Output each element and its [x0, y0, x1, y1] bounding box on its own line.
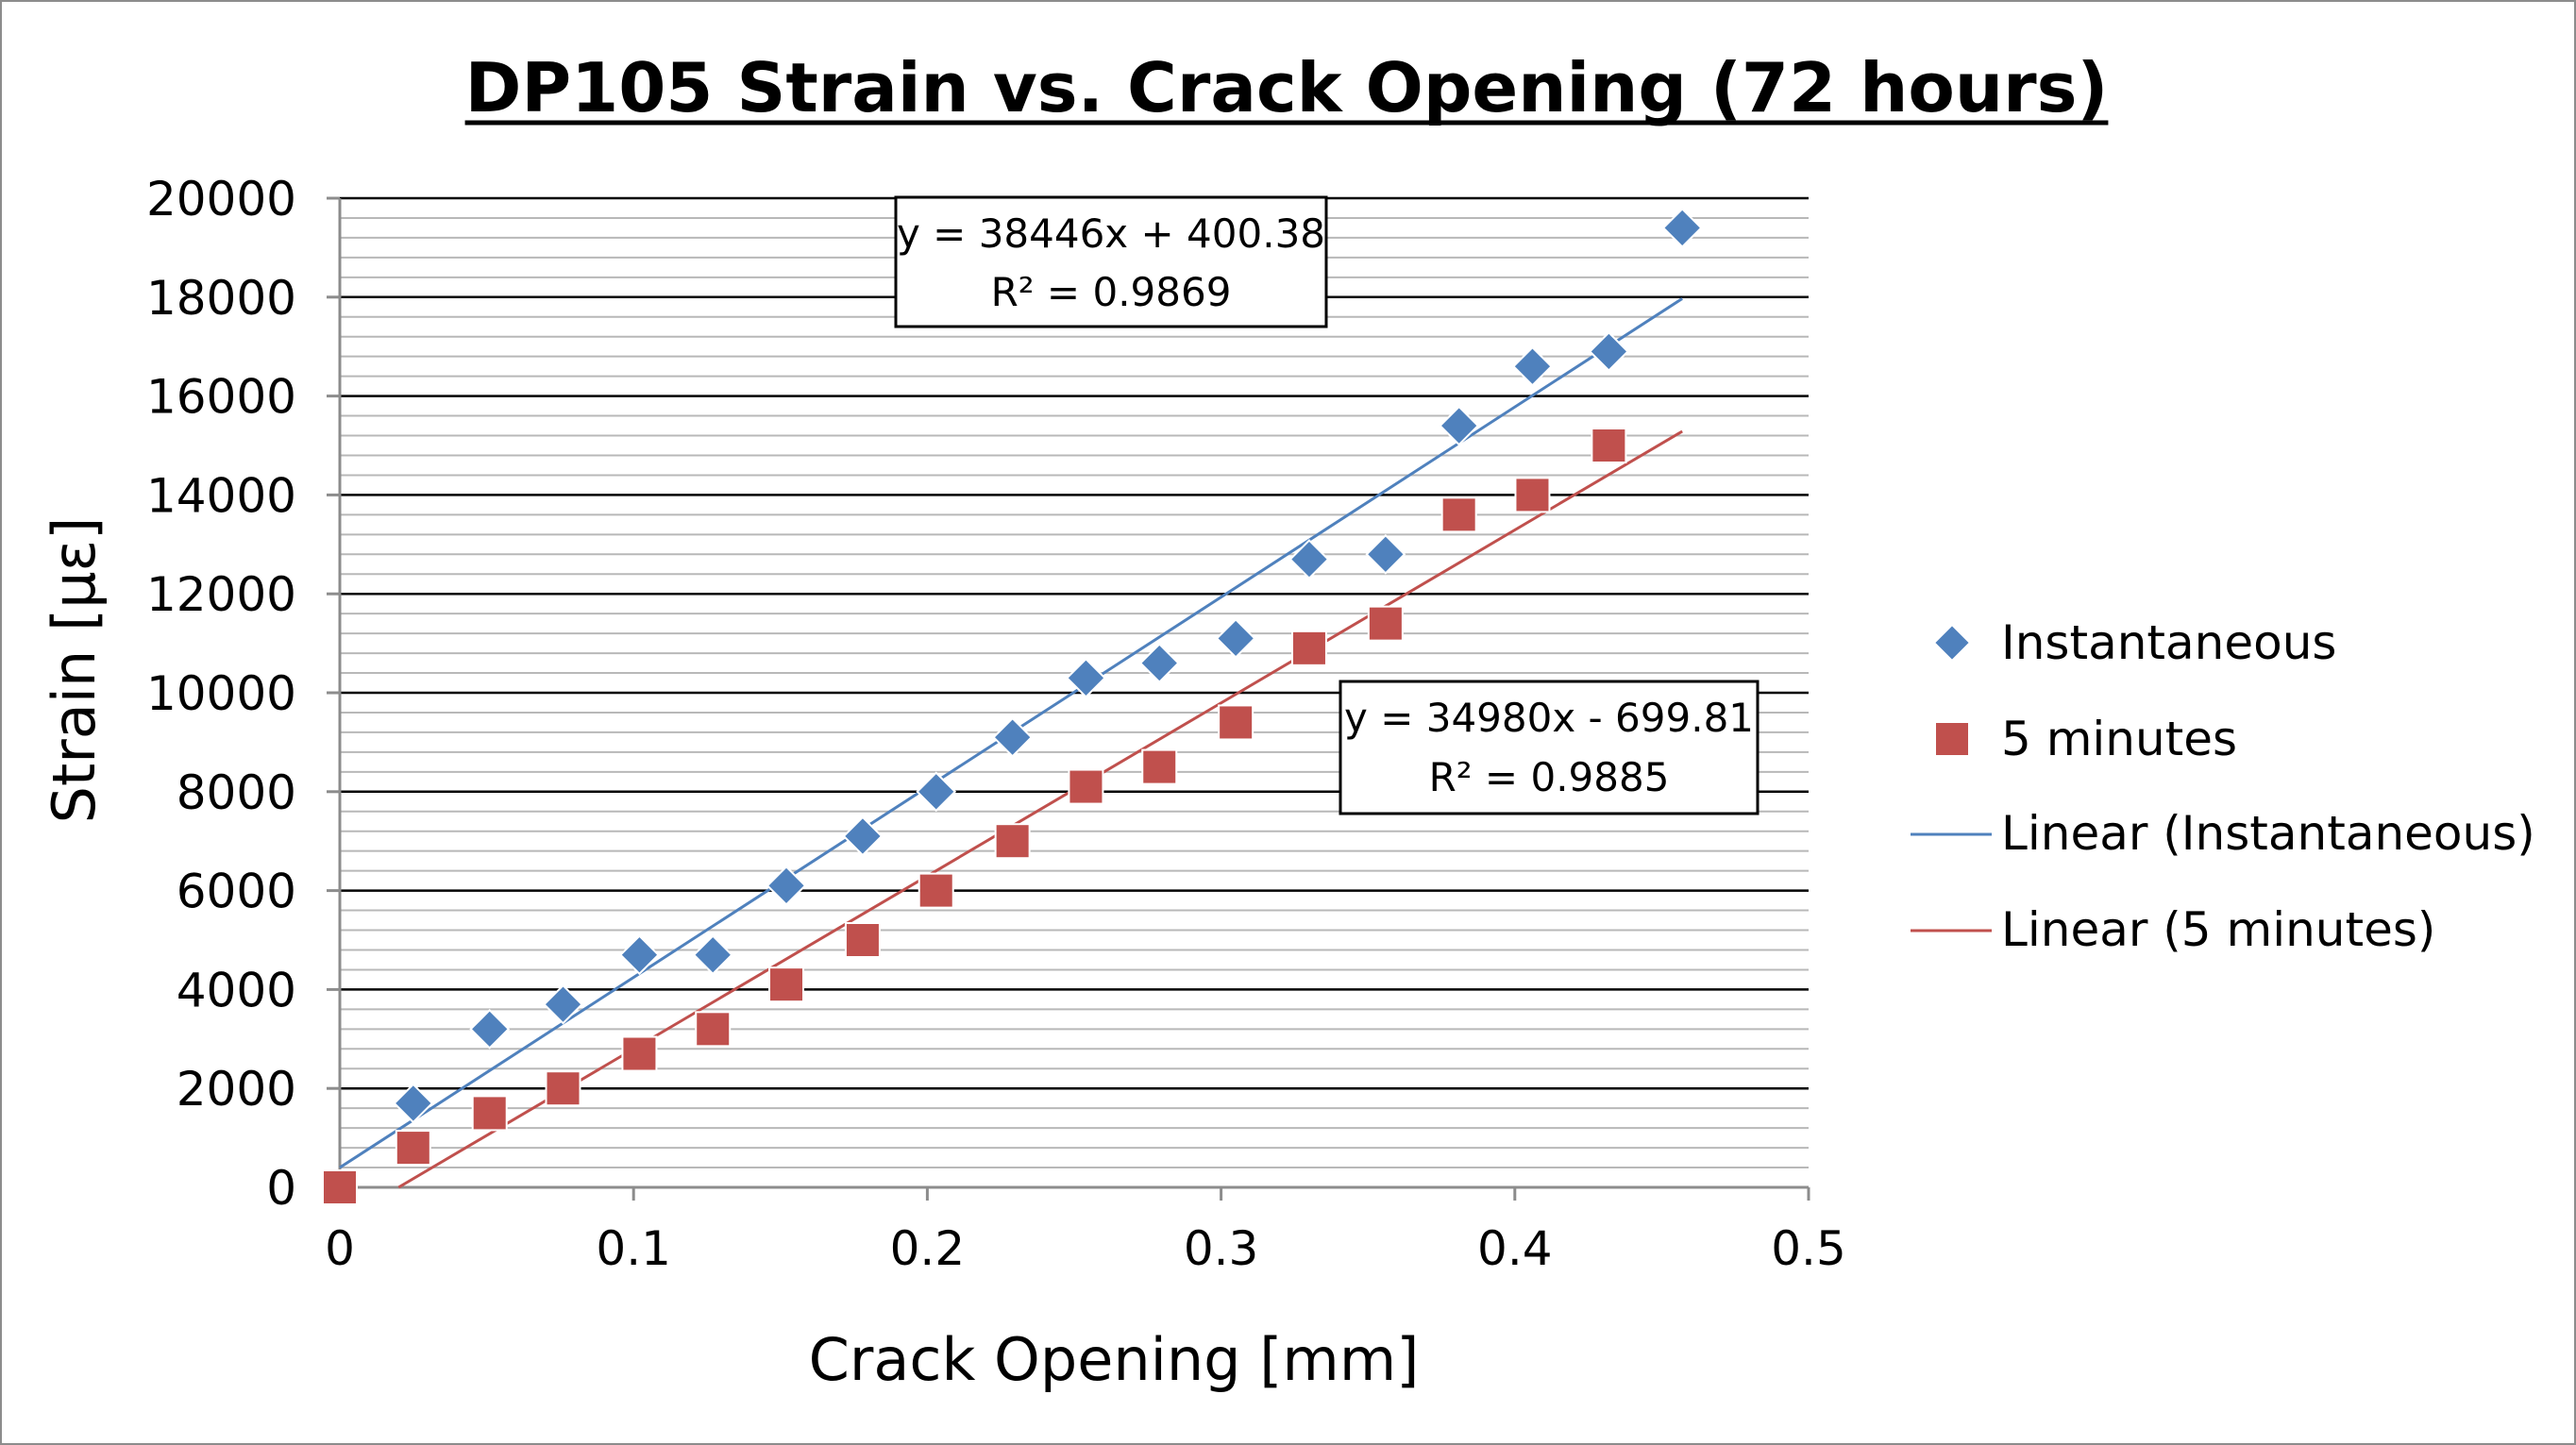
y-tick-label: 8000 [177, 765, 296, 820]
data-point-instantaneous [916, 771, 957, 813]
data-point-5-minutes [1141, 748, 1178, 785]
data-point-instantaneous [1588, 331, 1629, 372]
y-tick-label: 18000 [146, 271, 296, 326]
y-axis-title: Strain [με] [40, 517, 109, 824]
data-point-5-minutes [844, 922, 881, 958]
data-point-5-minutes [918, 872, 954, 909]
data-point-instantaneous [692, 934, 733, 976]
data-point-5-minutes [1514, 477, 1551, 513]
data-point-instantaneous [842, 815, 884, 857]
data-point-5-minutes [1290, 630, 1327, 666]
y-tick-label: 20000 [146, 172, 296, 227]
y-tick-label: 12000 [146, 567, 296, 622]
legend-label: Linear (5 minutes) [2001, 902, 2435, 957]
equation-text: y = 34980x - 699.81 [1344, 695, 1754, 741]
x-axis-title: Crack Opening [mm] [809, 1325, 1420, 1394]
y-tick-label: 6000 [177, 865, 296, 919]
data-point-instantaneous [469, 1008, 511, 1050]
legend-item-linear-5-minutes: Linear (5 minutes) [1911, 902, 2435, 957]
data-point-instantaneous [1138, 643, 1180, 683]
data-points [322, 208, 1703, 1205]
data-point-5-minutes [994, 823, 1031, 860]
data-point-5-minutes [395, 1130, 431, 1167]
legend-square-marker [1934, 721, 1970, 757]
legend-label: Instantaneous [2001, 615, 2336, 670]
data-point-5-minutes [1440, 496, 1477, 533]
legend-diamond-marker [1932, 623, 1972, 663]
data-point-5-minutes [545, 1070, 581, 1107]
chart-title: DP105 Strain vs. Crack Opening (72 hours… [465, 48, 2109, 127]
data-point-5-minutes [322, 1169, 358, 1205]
y-tick-label: 14000 [146, 468, 296, 523]
y-tick-label: 10000 [146, 666, 296, 721]
data-point-instantaneous [1365, 533, 1406, 575]
x-tick-label: 0.4 [1477, 1221, 1553, 1276]
data-point-instantaneous [1661, 208, 1703, 248]
r-squared-text: R² = 0.9869 [991, 269, 1232, 315]
data-point-5-minutes [695, 1011, 732, 1048]
data-point-instantaneous [992, 716, 1034, 758]
legend: Instantaneous 5 minutes Linear (Instanta… [1911, 615, 2535, 957]
y-axis-tick-labels: 0 2000 4000 6000 8000 10000 12000 14000 16000 180… [146, 172, 296, 1216]
data-point-instantaneous [1512, 345, 1553, 387]
data-point-5-minutes [1591, 428, 1627, 463]
data-point-instantaneous [1215, 617, 1256, 659]
x-tick-label: 0.3 [1184, 1221, 1259, 1276]
x-tick-label: 0.1 [596, 1221, 671, 1276]
data-point-instantaneous [1439, 405, 1480, 446]
y-tick-label: 16000 [146, 370, 296, 425]
y-tick-label: 0 [266, 1161, 296, 1216]
major-gridlines [340, 196, 1809, 1090]
x-tick-label: 0.5 [1771, 1221, 1846, 1276]
data-point-instantaneous [766, 865, 807, 906]
y-tick-label: 2000 [177, 1062, 296, 1117]
data-point-instantaneous [1066, 657, 1106, 698]
data-point-instantaneous [393, 1083, 434, 1124]
equation-text: y = 38446x + 400.38 [897, 210, 1325, 257]
legend-label: Linear (Instantaneous) [2001, 806, 2535, 861]
trendline-equation-5-minutes: y = 34980x - 699.81 R² = 0.9885 [1339, 680, 1759, 815]
trendline-equation-instantaneous: y = 38446x + 400.38 R² = 0.9869 [894, 195, 1328, 328]
data-point-5-minutes [1218, 704, 1254, 741]
data-point-5-minutes [621, 1035, 658, 1072]
legend-item-linear-instantaneous: Linear (Instantaneous) [1911, 806, 2535, 861]
legend-label: 5 minutes [2001, 712, 2237, 766]
data-point-instantaneous [619, 934, 660, 976]
legend-item-instantaneous: Instantaneous [1932, 615, 2336, 670]
axes [327, 196, 1810, 1201]
data-point-5-minutes [768, 966, 805, 1003]
x-tick-label: 0 [325, 1221, 355, 1276]
r-squared-text: R² = 0.9885 [1429, 754, 1670, 800]
y-tick-label: 4000 [177, 963, 296, 1017]
data-point-instantaneous [543, 983, 583, 1025]
data-point-5-minutes [1068, 768, 1104, 805]
data-point-5-minutes [471, 1095, 508, 1132]
legend-item-5-minutes: 5 minutes [1934, 712, 2237, 766]
data-point-5-minutes [1367, 605, 1404, 642]
trendline [397, 429, 1683, 1189]
x-tick-label: 0.2 [890, 1221, 966, 1276]
x-axis-tick-labels: 0 0.1 0.2 0.3 0.4 0.5 [325, 1221, 1846, 1276]
data-point-instantaneous [1288, 539, 1330, 580]
